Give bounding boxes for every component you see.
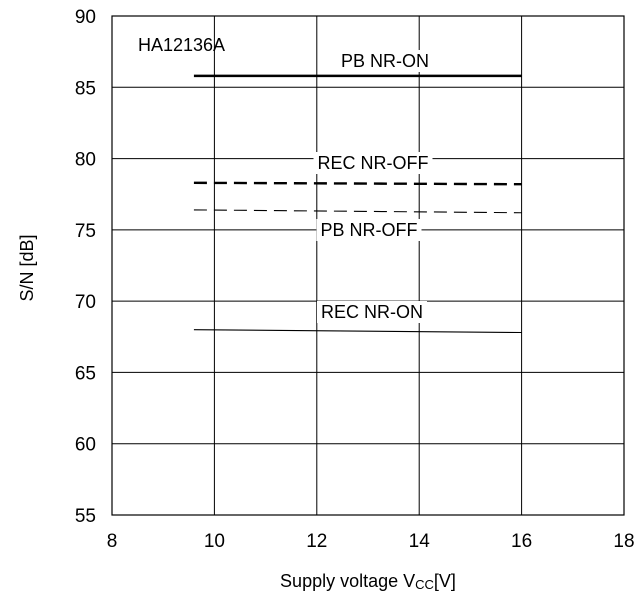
x-axis-label-main: Supply voltage V <box>280 571 415 591</box>
y-tick-label: 65 <box>75 363 96 384</box>
tick-labels: 8 10 12 14 16 18 55 60 65 70 75 80 85 90 <box>75 7 634 552</box>
series-label-rec-nr-off: REC NR-OFF <box>318 153 429 173</box>
y-tick-label: 70 <box>75 292 96 313</box>
y-tick-label: 80 <box>75 150 96 171</box>
series-label-rec-nr-on: REC NR-ON <box>321 302 423 322</box>
series-line-pb-nr-off <box>193 209 522 214</box>
grid <box>112 16 624 515</box>
y-tick-label: 60 <box>75 435 96 456</box>
x-axis-label-unit: [V] <box>434 571 456 591</box>
x-tick-label: 16 <box>511 531 532 552</box>
y-tick-label: 55 <box>75 506 96 527</box>
x-axis-label-subscript: CC <box>415 577 434 592</box>
series-lines <box>193 74 522 334</box>
series-labels: PB NR-ON REC NR-OFF PB NR-OFF REC NR-ON <box>313 50 434 323</box>
x-tick-label: 10 <box>204 531 225 552</box>
plot-frame <box>111 15 625 516</box>
x-tick-label: 12 <box>306 531 327 552</box>
series-label-background <box>336 50 434 72</box>
series-label-pb-nr-off: PB NR-OFF <box>321 220 418 240</box>
y-tick-label: 85 <box>75 78 96 99</box>
x-axis-label: Supply voltage VCC[V] <box>280 571 456 592</box>
y-tick-label: 90 <box>75 7 96 28</box>
x-tick-label: 8 <box>107 531 118 552</box>
series-line-rec-nr-on <box>193 329 522 334</box>
y-axis-label: S/N [dB] <box>17 234 37 301</box>
x-tick-label: 14 <box>409 531 431 552</box>
series-label-pb-nr-on: PB NR-ON <box>341 51 429 71</box>
series-label-background <box>316 219 422 241</box>
x-tick-label: 18 <box>613 531 634 552</box>
series-line-rec-nr-off <box>193 181 522 186</box>
series-label-background <box>313 152 433 174</box>
y-tick-label: 75 <box>75 221 96 242</box>
chart-annotation: HA12136A <box>138 35 225 55</box>
series-label-background <box>317 301 427 323</box>
